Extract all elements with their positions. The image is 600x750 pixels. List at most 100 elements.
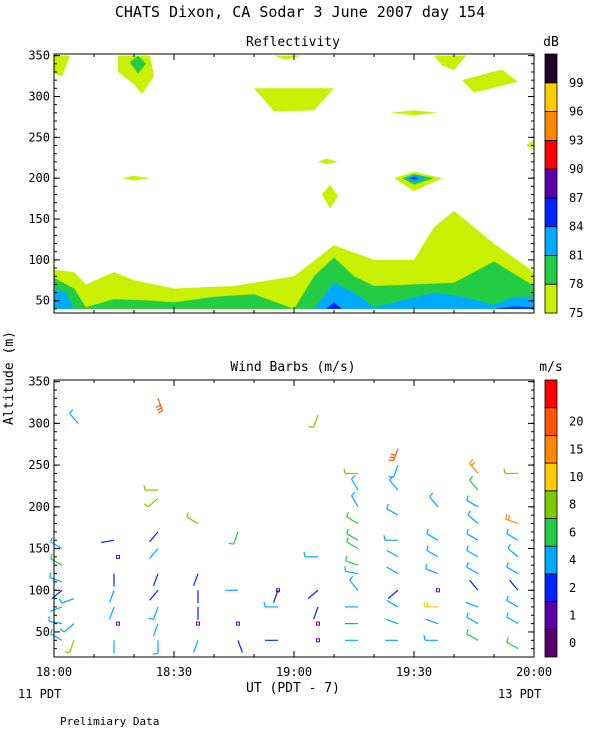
wind-barbs-axes: 50 100 150 200 250 300 350 18:00 18:30 19:00 19:30… (28, 375, 552, 679)
wind-barb-81 (469, 459, 479, 474)
wind-barb-52 (343, 468, 359, 475)
wind-barb-57 (386, 566, 399, 575)
colorbar-swatch (544, 53, 558, 84)
wind-barb-49 (346, 512, 359, 525)
x-tick-label: 18:30 (156, 665, 192, 679)
wind-barbs-title: Wind Barbs (m/s) (230, 360, 355, 375)
wind-barb-79 (466, 495, 479, 508)
reflectivity-axes: 50 100 150 200 250 300 350 (28, 49, 535, 314)
wind-barb-21 (149, 548, 159, 559)
colorbar-label: 2 (569, 581, 576, 595)
x-axis-label: UT (PDT - 7) (246, 681, 340, 696)
wind-barb-1 (48, 616, 63, 625)
wind-barbs-panel: Wind Barbs (m/s) m/s 5010015020025030035… (28, 360, 583, 679)
wind-barb-29 (193, 573, 199, 587)
wind-barbs-colorbar: 0 1 2 4 6 8 10 15 20 (544, 379, 583, 658)
reflectivity-region-15 (122, 175, 150, 181)
reflectivity-region-6 (118, 55, 154, 94)
wind-barb-12 (109, 606, 115, 620)
reflectivity-region-7 (130, 55, 146, 74)
colorbar-label: 1 (569, 609, 576, 623)
wind-barb-39 (303, 551, 319, 558)
colorbar-label: 96 (569, 105, 583, 119)
y-tick-label: 250 (28, 130, 50, 144)
calm-point-1 (116, 621, 120, 626)
wind-barb-77 (466, 528, 479, 541)
colorbar-swatch (544, 139, 558, 170)
y-tick-label: 300 (28, 416, 50, 430)
wind-barb-13 (109, 590, 115, 603)
wind-barb-78 (467, 510, 479, 524)
colorbar-swatch (544, 254, 558, 285)
colorbar-swatch (544, 545, 558, 575)
colorbar-label: 78 (569, 277, 583, 291)
wind-barb-58 (386, 549, 399, 558)
wind-barb-8 (59, 623, 75, 633)
reflectivity-region-3 (326, 302, 342, 309)
calm-point-3 (236, 621, 240, 626)
wind-barb-83 (506, 612, 519, 625)
wind-barb-10 (69, 409, 79, 424)
wind-barb-35 (263, 601, 279, 608)
wind-barb-16 (152, 640, 159, 655)
wind-barb-72 (466, 612, 479, 625)
wind-barb-5 (50, 553, 63, 566)
colorbar-label: 99 (569, 76, 583, 90)
wind-barb-64 (423, 635, 439, 641)
colorbar-label: 15 (569, 442, 583, 456)
colorbar-swatch (544, 197, 558, 228)
y-tick-label: 350 (28, 49, 50, 63)
reflectivity-colorbar: 75 78 81 84 87 90 93 96 99 (544, 53, 583, 320)
wind-barb-85 (509, 579, 519, 591)
x-tick-label: 19:30 (396, 665, 432, 679)
wind-barb-26 (193, 640, 199, 653)
y-tick-label: 250 (28, 458, 50, 472)
wind-barb-48 (346, 528, 359, 541)
wind-barb-55 (386, 599, 399, 608)
wind-barb-59 (383, 535, 399, 541)
reflectivity-region-2 (54, 282, 534, 309)
reflectivity-region-20 (410, 176, 418, 180)
wind-barb-84 (506, 595, 519, 608)
wind-barb-19 (149, 589, 159, 601)
reflectivity-region-5 (54, 55, 70, 77)
wind-barb-68 (426, 545, 439, 558)
reflectivity-region-13 (526, 139, 534, 150)
wind-barb-54 (385, 618, 399, 625)
reflectivity-title: Reflectivity (246, 35, 340, 50)
wind-barb-60 (386, 503, 399, 516)
colorbar-label: 84 (569, 220, 583, 234)
wind-barb-50 (350, 491, 359, 508)
colorbar-swatch (544, 518, 558, 547)
colorbar-swatch (544, 226, 558, 256)
wind-barb-25 (155, 398, 163, 414)
reflectivity-region-4 (494, 306, 534, 309)
x-tick-label: 19:00 (276, 665, 312, 679)
wind-barb-24 (143, 485, 159, 491)
colorbar-swatch (544, 573, 558, 603)
colorbar-swatch (544, 82, 558, 113)
wind-barb-22 (149, 531, 159, 543)
colorbar-swatch (544, 283, 558, 314)
wind-barb-66 (423, 601, 439, 608)
colorbar-label: 87 (569, 191, 583, 205)
wind-barb-38 (307, 589, 319, 600)
x-tick-label: 20:00 (516, 665, 552, 679)
colorbar-label: 20 (569, 415, 583, 429)
wind-barb-76 (466, 545, 479, 558)
reflectivity-region-8 (274, 55, 302, 60)
colorbar-swatch (544, 434, 558, 464)
y-tick-label: 300 (28, 89, 50, 103)
plot-frame (53, 379, 535, 658)
wind-barb-67 (425, 564, 439, 575)
reflectivity-region-16 (322, 184, 338, 209)
y-tick-label: 150 (28, 542, 50, 556)
reflectivity-region-11 (462, 69, 518, 93)
wind-barb-20 (153, 573, 159, 587)
reflectivity-fill (54, 55, 534, 309)
wind-barb-30 (186, 512, 199, 525)
colorbar-swatch (544, 379, 558, 409)
wind-barb-87 (507, 543, 519, 558)
y-tick-label: 100 (28, 253, 50, 267)
wind-barb-23 (143, 498, 159, 508)
